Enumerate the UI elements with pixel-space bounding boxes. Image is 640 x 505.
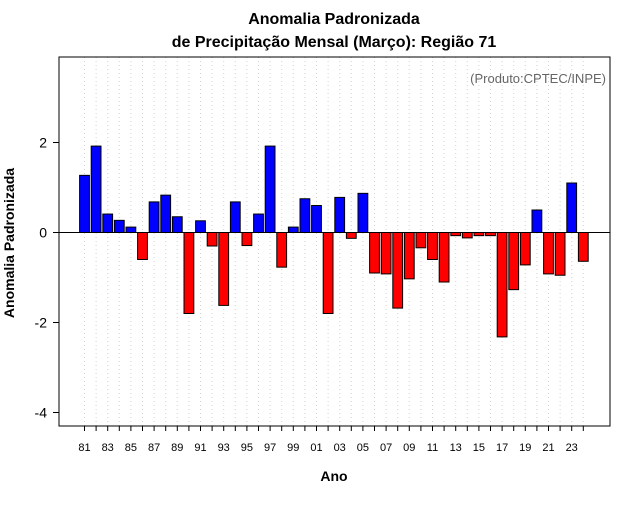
x-tick-label: 83 xyxy=(102,442,114,454)
x-tick-label: 93 xyxy=(218,442,230,454)
bar-2019 xyxy=(519,232,531,266)
plot-frame xyxy=(58,56,611,427)
credit-label: (Produto:CPTEC/INPE) xyxy=(470,71,606,86)
x-tick-label: 21 xyxy=(542,442,554,454)
bar-2012 xyxy=(438,232,450,283)
x-tick-label: 05 xyxy=(357,442,369,454)
bar-1993 xyxy=(218,232,230,306)
bar-2007 xyxy=(380,232,392,275)
bar-2018 xyxy=(508,232,520,291)
bar-1988 xyxy=(160,194,172,233)
bar-2009 xyxy=(403,232,415,280)
x-tick-label: 95 xyxy=(241,442,253,454)
bar-1999 xyxy=(287,226,299,234)
bar-1990 xyxy=(183,232,195,314)
x-tick-label: 17 xyxy=(496,442,508,454)
x-axis: 81 83 85 87 89 91 93 95 97 99 01 03 05 07 09 11 13 15 17 19… xyxy=(78,426,584,454)
x-tick-label: 01 xyxy=(310,442,322,454)
bar-2014 xyxy=(461,232,473,239)
bar-1995 xyxy=(241,232,253,247)
bar-1989 xyxy=(171,216,183,233)
bar-1983 xyxy=(102,213,114,234)
bar-1997 xyxy=(264,145,276,234)
x-tick-label: 19 xyxy=(519,442,531,454)
bar-1982 xyxy=(90,145,102,234)
bar-2005 xyxy=(357,192,369,234)
bar-2013 xyxy=(450,232,462,237)
x-tick-label: 09 xyxy=(403,442,415,454)
bar-1991 xyxy=(195,220,206,234)
chart-title-line-2: de Precipitação Mensal (Março): Região 7… xyxy=(172,34,497,51)
chart-title-line-1: Anomalia Padronizada xyxy=(248,11,420,28)
bar-2008 xyxy=(392,232,404,309)
x-tick-label: 13 xyxy=(450,442,462,454)
bar-2022 xyxy=(554,232,566,276)
bar-2020 xyxy=(531,209,543,233)
x-tick-label: 91 xyxy=(194,442,206,454)
x-tick-label: 85 xyxy=(125,442,137,454)
y-tick-label: 2 xyxy=(39,135,47,151)
bar-2000 xyxy=(299,198,311,233)
bar-2015 xyxy=(473,232,485,237)
bar-1981 xyxy=(79,174,90,234)
x-tick-label: 97 xyxy=(264,442,276,454)
bar-1996 xyxy=(253,213,264,234)
bar-2021 xyxy=(543,232,554,275)
bar-2024 xyxy=(577,232,589,262)
y-tick-label: 0 xyxy=(39,225,47,241)
bar-2002 xyxy=(322,232,334,314)
bar-1986 xyxy=(137,232,148,260)
y-axis: -4 -2 0 2 xyxy=(35,135,59,421)
bar-1992 xyxy=(206,232,218,247)
y-tick-label: -2 xyxy=(35,315,48,331)
x-tick-label: 07 xyxy=(380,442,392,454)
x-tick-label: 15 xyxy=(473,442,485,454)
y-axis-title: Anomalia Padronizada xyxy=(1,168,17,318)
x-tick-label: 11 xyxy=(427,442,438,454)
bar-2023 xyxy=(566,182,578,233)
bar-2016 xyxy=(485,232,496,237)
y-tick-label: -4 xyxy=(35,405,48,421)
x-tick-label: 81 xyxy=(78,442,90,454)
bar-1984 xyxy=(113,219,125,234)
bar-2006 xyxy=(369,232,380,274)
bar-2010 xyxy=(415,232,427,249)
x-tick-label: 23 xyxy=(566,442,578,454)
x-tick-label: 89 xyxy=(171,442,183,454)
bar-1994 xyxy=(229,201,241,233)
bar-2001 xyxy=(311,205,322,233)
bar-2011 xyxy=(427,232,438,260)
bar-1998 xyxy=(276,232,288,268)
bar-2003 xyxy=(334,196,346,233)
bar-1987 xyxy=(148,201,160,233)
x-tick-label: 87 xyxy=(148,442,160,454)
bar-2017 xyxy=(496,232,508,338)
x-tick-label: 03 xyxy=(334,442,346,454)
x-tick-label: 99 xyxy=(287,442,299,454)
bars xyxy=(79,145,589,338)
bar-1985 xyxy=(125,226,137,234)
bar-2004 xyxy=(345,232,357,239)
x-axis-title: Ano xyxy=(320,468,347,484)
